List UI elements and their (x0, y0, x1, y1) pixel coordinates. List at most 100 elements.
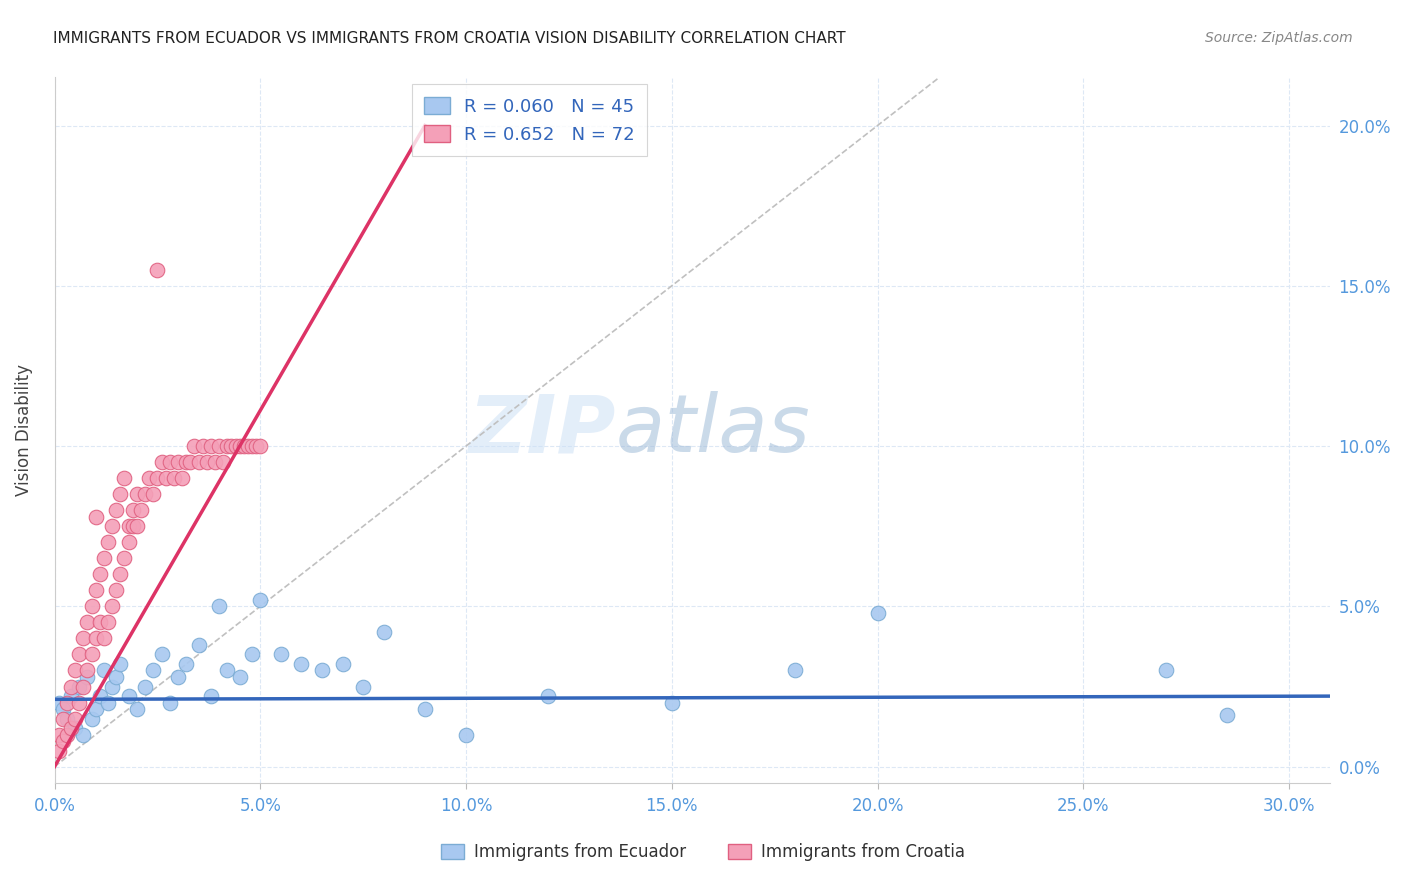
Point (134, 680, 156, 694)
Point (204, 455, 226, 469)
Point (1154, 664, 1177, 678)
Point (187, 455, 209, 469)
Point (236, 439, 259, 453)
Point (97, 696, 120, 710)
Text: IMMIGRANTS FROM ECUADOR VS IMMIGRANTS FROM CROATIA VISION DISABILITY CORRELATION: IMMIGRANTS FROM ECUADOR VS IMMIGRANTS FR… (53, 31, 846, 46)
Point (84, 702, 107, 716)
Point (134, 487, 156, 501)
Point (101, 680, 124, 694)
Point (454, 728, 477, 742)
Point (332, 657, 354, 671)
Point (125, 487, 148, 501)
Point (67, 648, 90, 662)
Point (413, 702, 436, 716)
Point (48, 728, 70, 742)
Point (52, 712, 75, 726)
Point (105, 503, 128, 517)
Legend: R = 0.060   N = 45, R = 0.652   N = 72: R = 0.060 N = 45, R = 0.652 N = 72 (412, 85, 647, 156)
Point (67, 696, 90, 710)
Point (174, 657, 197, 671)
Point (172, 471, 194, 485)
Point (785, 664, 807, 678)
Point (97, 535, 120, 549)
Point (63, 712, 86, 726)
Point (240, 439, 263, 453)
Point (117, 689, 139, 703)
Point (159, 696, 181, 710)
Point (101, 599, 124, 614)
Point (48, 743, 70, 757)
Point (352, 680, 374, 694)
Point (187, 638, 209, 652)
Point (150, 648, 173, 662)
Point (56, 696, 79, 710)
Point (76, 664, 98, 678)
Point (117, 535, 139, 549)
Point (56, 728, 79, 742)
Point (93, 632, 115, 646)
Point (225, 439, 247, 453)
Point (121, 519, 143, 533)
Point (105, 583, 128, 598)
Point (59, 721, 82, 735)
Point (52, 734, 75, 748)
Point (1216, 708, 1239, 723)
Point (76, 670, 98, 684)
Point (56, 712, 79, 726)
Point (97, 615, 120, 630)
Point (114, 471, 136, 485)
Point (290, 657, 312, 671)
Point (661, 696, 683, 710)
Point (125, 702, 148, 716)
Point (208, 599, 231, 614)
Point (93, 664, 115, 678)
Point (89, 689, 111, 703)
Point (174, 455, 197, 469)
Point (191, 439, 214, 453)
Point (84, 583, 107, 598)
Text: ZIP: ZIP (468, 391, 616, 469)
Point (232, 439, 254, 453)
Legend: Immigrants from Ecuador, Immigrants from Croatia: Immigrants from Ecuador, Immigrants from… (434, 837, 972, 868)
Point (129, 503, 152, 517)
Point (537, 689, 560, 703)
Point (72, 728, 94, 742)
Point (72, 632, 94, 646)
Point (150, 455, 173, 469)
Point (245, 439, 267, 453)
Point (110, 567, 132, 582)
Point (163, 471, 186, 485)
Point (200, 439, 222, 453)
Point (167, 455, 190, 469)
Point (200, 689, 222, 703)
Point (155, 471, 177, 485)
Point (63, 721, 86, 735)
Point (110, 487, 132, 501)
Point (76, 615, 98, 630)
Point (249, 439, 271, 453)
Point (80, 712, 103, 726)
Point (249, 593, 271, 607)
Point (228, 439, 250, 453)
Point (270, 648, 292, 662)
Point (159, 455, 181, 469)
Point (89, 567, 111, 582)
Point (217, 439, 239, 453)
Point (167, 670, 190, 684)
Point (63, 664, 86, 678)
Point (217, 664, 239, 678)
Point (80, 599, 103, 614)
Text: atlas: atlas (616, 391, 810, 469)
Point (142, 664, 165, 678)
Point (114, 551, 136, 566)
Point (146, 262, 169, 277)
Point (101, 519, 124, 533)
Point (93, 551, 115, 566)
Point (84, 509, 107, 524)
Point (59, 680, 82, 694)
Text: Source: ZipAtlas.com: Source: ZipAtlas.com (1205, 31, 1353, 45)
Point (121, 503, 143, 517)
Point (125, 519, 148, 533)
Point (67, 680, 90, 694)
Point (48, 696, 70, 710)
